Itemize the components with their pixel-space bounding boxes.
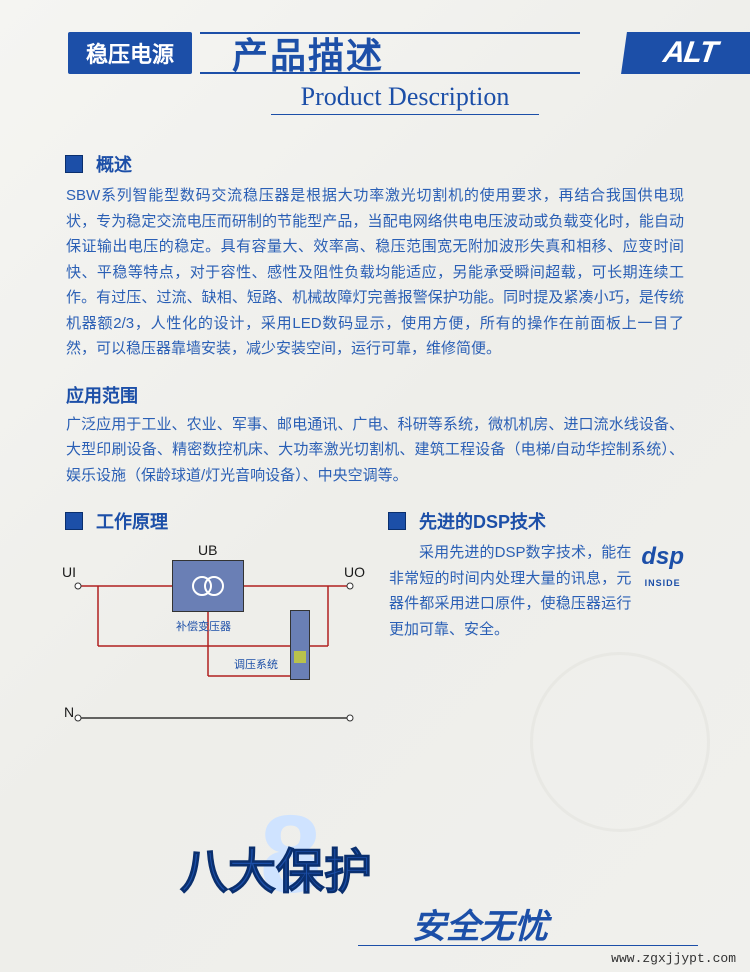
diag-n: N <box>64 704 74 720</box>
footer-sub: 安全无忧 <box>412 899 548 948</box>
dsp-title: 先进的DSP技术 <box>419 508 546 534</box>
transformer-box <box>172 560 244 612</box>
diag-comp: 补偿变压器 <box>176 618 231 634</box>
scope-title: 应用范围 <box>66 382 684 408</box>
watermark-stamp <box>530 652 710 832</box>
principle-diagram: UI UB UO N 补偿变压器 调压系统 <box>66 546 361 736</box>
header-bar: 稳压电源 产品描述 ALT <box>0 32 750 74</box>
section-dsp-head: 先进的DSP技术 <box>389 508 684 534</box>
footer-line <box>358 945 698 946</box>
header-title-en: Product Description <box>271 82 540 115</box>
bullet-icon <box>389 513 405 529</box>
principle-title: 工作原理 <box>96 508 168 534</box>
dsp-logo-text: dsp <box>641 543 684 570</box>
regulator-box <box>290 610 310 680</box>
brand-logo: ALT <box>621 32 750 74</box>
diag-uo: UO <box>344 564 365 580</box>
dsp-logo-sub: INSIDE <box>645 578 681 588</box>
header-badge: 稳压电源 <box>68 32 192 74</box>
overview-text: SBW系列智能型数码交流稳压器是根据大功率激光切割机的使用要求，再结合我国供电现… <box>66 183 684 362</box>
dsp-text: 采用先进的DSP数字技术，能在非常短的时间内处理大量的讯息，元器件都采用进口原件… <box>389 540 631 642</box>
diag-reg: 调压系统 <box>234 656 278 672</box>
header-title-wrap: 产品描述 <box>200 32 624 74</box>
bullet-icon <box>66 156 82 172</box>
overview-title: 概述 <box>96 151 132 177</box>
dsp-logo: dsp INSIDE <box>641 546 684 589</box>
section-principle-head: 工作原理 <box>66 508 361 534</box>
section-overview-head: 概述 <box>66 151 684 177</box>
content: 概述 SBW系列智能型数码交流稳压器是根据大功率激光切割机的使用要求，再结合我国… <box>0 151 750 736</box>
footer-main: 八大保护 <box>180 832 372 902</box>
scope-text: 广泛应用于工业、农业、军事、邮电通讯、广电、科研等系统，微机机房、进口流水线设备… <box>66 412 684 489</box>
footer-url: www.zgxjjypt.com <box>611 951 736 966</box>
bullet-icon <box>66 513 82 529</box>
diag-ui: UI <box>62 564 76 580</box>
diag-ub: UB <box>198 542 217 558</box>
